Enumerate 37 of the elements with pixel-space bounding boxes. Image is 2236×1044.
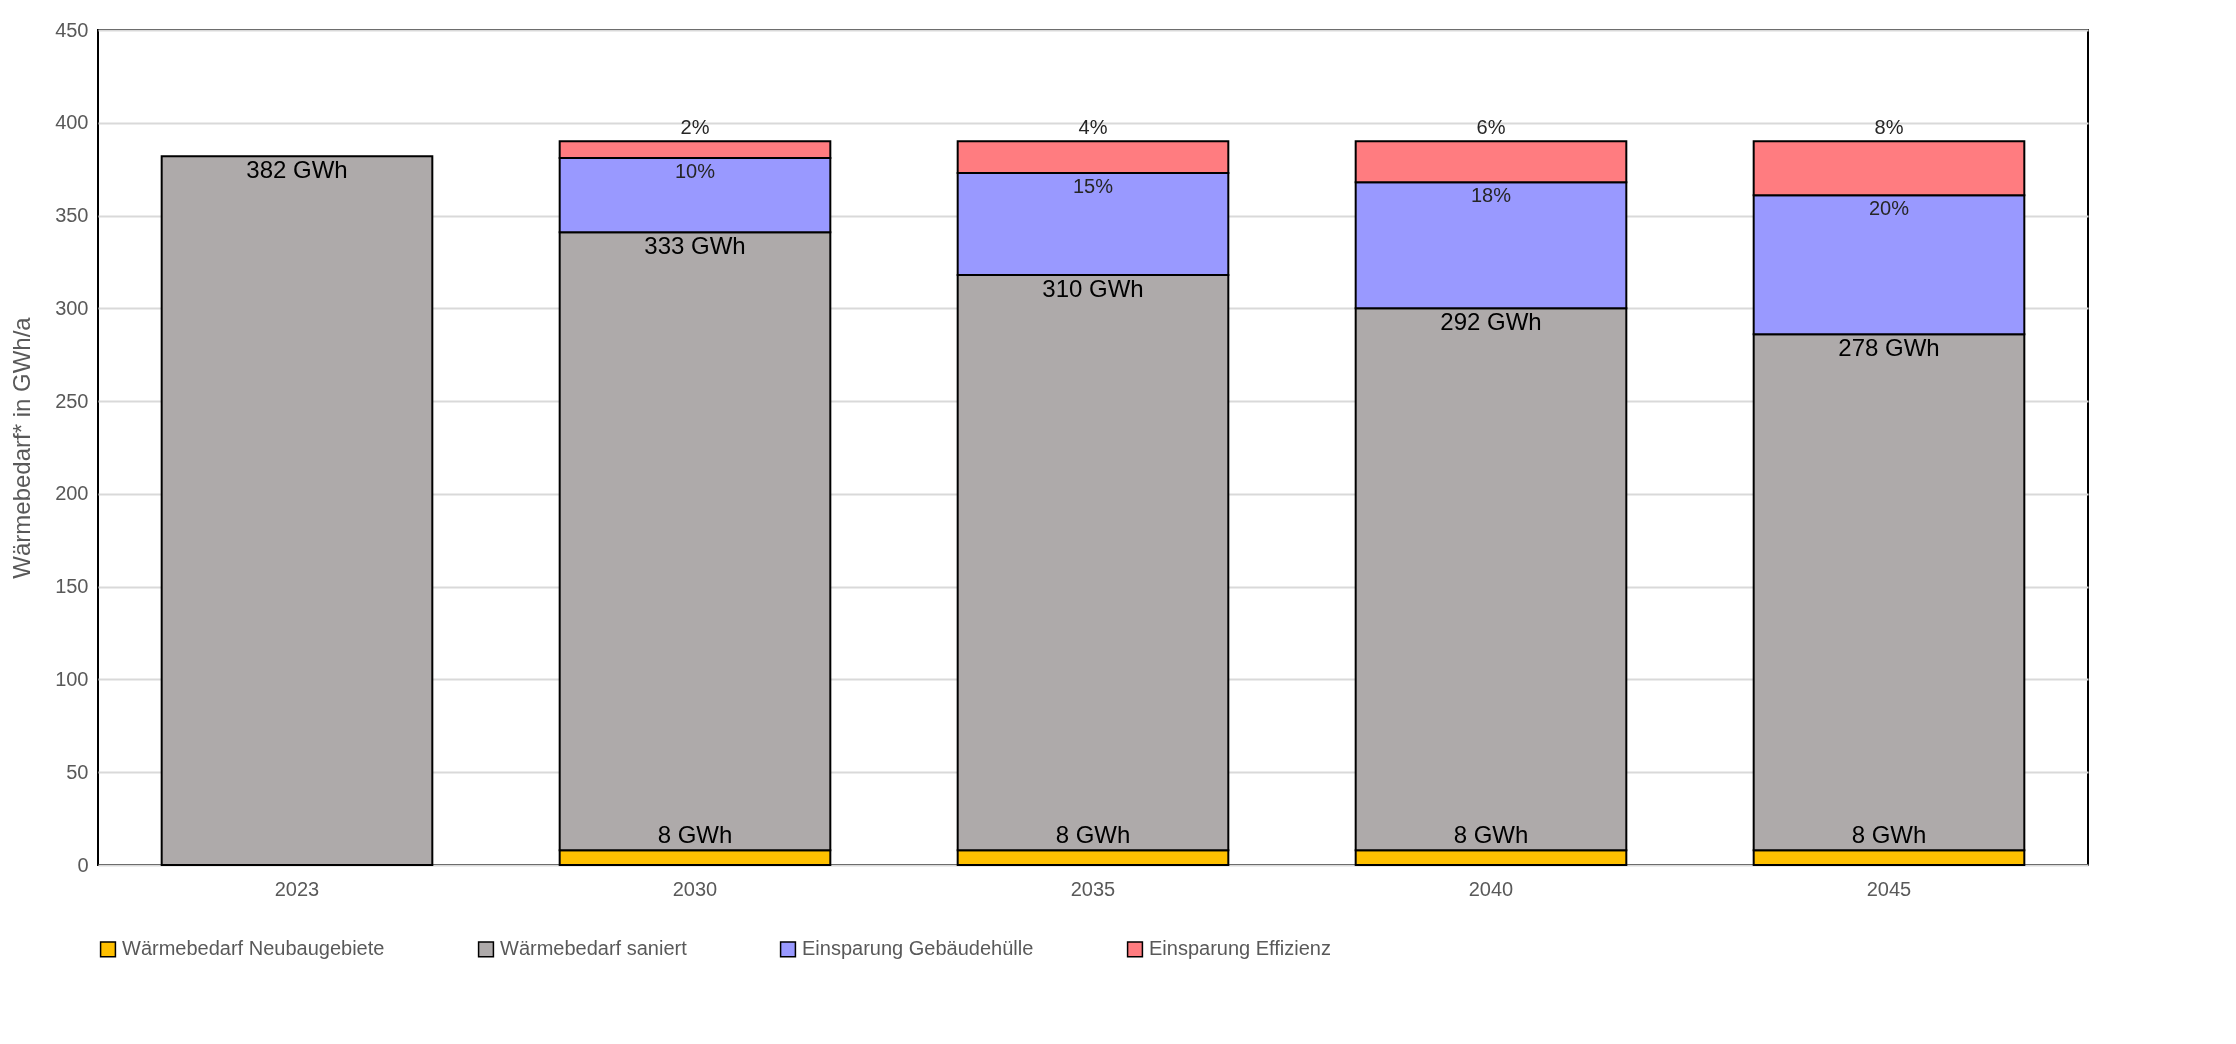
- y-tick-label: 50: [66, 760, 89, 783]
- legend-label: Einsparung Effizienz: [1149, 937, 1331, 960]
- annotation: 20%: [1868, 197, 1910, 220]
- y-axis-title: Wärmebedarf* in GWh/a: [8, 316, 36, 579]
- annotation: 15%: [1072, 174, 1114, 197]
- data-label: 292 GWh: [1440, 308, 1542, 336]
- y-tick-label: 350: [55, 204, 89, 227]
- data-label: 8 GWh: [1453, 821, 1529, 849]
- x-tick-label: 2023: [274, 877, 320, 900]
- data-label: 8 GWh: [1851, 821, 1927, 849]
- data-label: 8 GWh: [1055, 821, 1131, 849]
- y-tick-label: 250: [55, 389, 89, 412]
- annotation: 18%: [1470, 184, 1512, 207]
- y-tick-label: 150: [55, 575, 89, 598]
- annotation: 8%: [1874, 116, 1904, 139]
- data-label: 382 GWh: [246, 156, 348, 184]
- y-tick-label: 400: [55, 111, 89, 134]
- data-label: 310 GWh: [1042, 274, 1144, 302]
- y-tick-label: 0: [77, 853, 89, 876]
- x-tick-label: 2035: [1070, 877, 1116, 900]
- annotation: 10%: [674, 160, 716, 183]
- x-tick-label: 2045: [1866, 877, 1912, 900]
- y-tick-label: 300: [55, 296, 89, 319]
- y-tick-label: 200: [55, 482, 89, 505]
- annotation: 2%: [680, 116, 710, 139]
- x-tick-label: 2040: [1468, 877, 1514, 900]
- y-tick-label: 100: [55, 667, 89, 690]
- data-label: 8 GWh: [657, 821, 733, 849]
- legend-label: Wärmebedarf saniert: [500, 937, 688, 960]
- legend-label: Wärmebedarf Neubaugebiete: [122, 937, 385, 960]
- annotation: 4%: [1078, 116, 1108, 139]
- y-tick-label: 450: [55, 18, 89, 41]
- data-label: 278 GWh: [1838, 334, 1940, 362]
- x-tick-label: 2030: [672, 877, 718, 900]
- data-label: 333 GWh: [644, 232, 746, 260]
- annotation: 6%: [1476, 116, 1506, 139]
- legend-label: Einsparung Gebäudehülle: [802, 937, 1034, 960]
